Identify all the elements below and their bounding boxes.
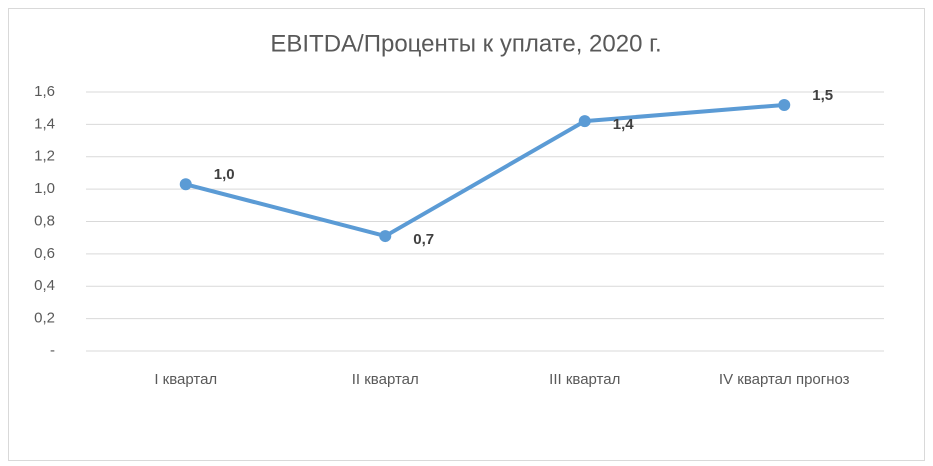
- data-point: [179, 178, 192, 191]
- chart-border: [8, 8, 925, 461]
- y-tick-label: 1,2: [34, 148, 55, 165]
- x-tick-label: I квартал: [154, 371, 217, 388]
- data-label: 1,5: [812, 87, 833, 104]
- y-tick-label: 0,6: [34, 245, 55, 262]
- data-label: 1,4: [613, 116, 635, 133]
- data-point: [778, 98, 791, 111]
- data-label: 0,7: [413, 231, 434, 248]
- y-tick-label: 1,0: [34, 180, 55, 197]
- data-label: 1,0: [214, 166, 235, 183]
- y-tick-label: 0,4: [34, 277, 55, 294]
- x-tick-label: IV квартал прогноз: [719, 371, 850, 388]
- y-tick-label: 0,2: [34, 310, 55, 327]
- x-tick-label: II квартал: [352, 371, 419, 388]
- chart-title: EBITDA/Проценты к уплате, 2020 г.: [270, 30, 661, 57]
- x-tick-label: III квартал: [549, 371, 620, 388]
- y-tick-label: -: [50, 342, 55, 359]
- y-tick-label: 0,8: [34, 212, 55, 229]
- data-point: [578, 115, 591, 128]
- data-line: [185, 102, 785, 239]
- data-point: [379, 230, 392, 243]
- y-tick-label: 1,6: [34, 83, 55, 100]
- y-tick-label: 1,4: [34, 115, 55, 132]
